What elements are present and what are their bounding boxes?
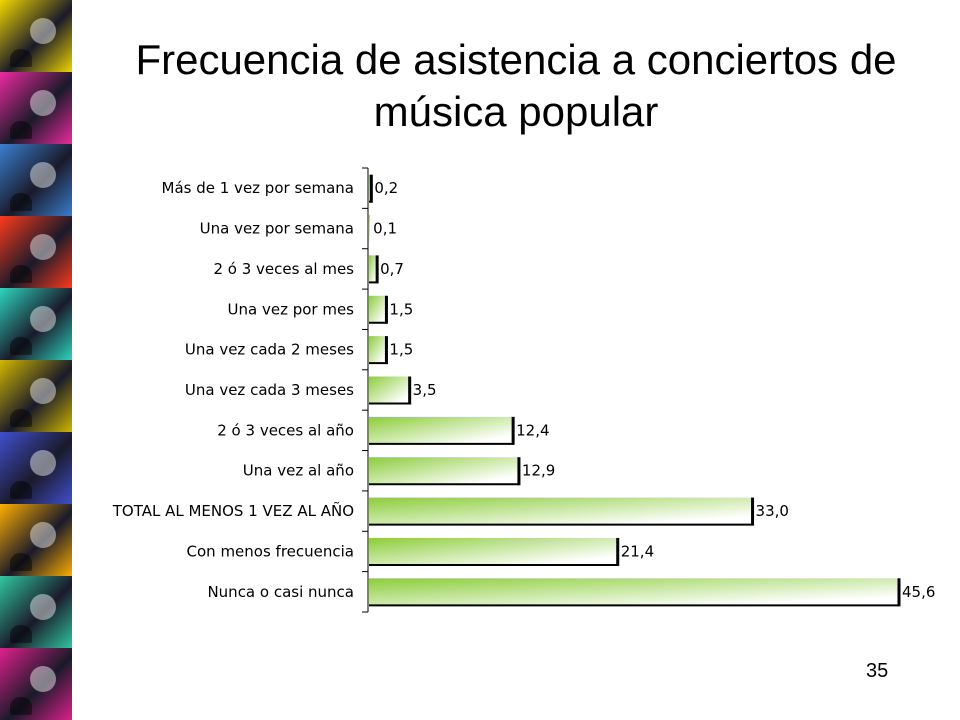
- bar: [369, 295, 387, 323]
- photo-tile: [0, 504, 72, 577]
- data-label: 12,9: [522, 462, 555, 480]
- data-label: 12,4: [516, 421, 549, 439]
- category-label: 2 ó 3 veces al mes: [213, 260, 354, 278]
- data-label: 1,5: [389, 300, 413, 318]
- category-label: Con menos frecuencia: [187, 542, 354, 560]
- category-label: TOTAL AL MENOS 1 VEZ AL AÑO: [112, 501, 354, 520]
- bar: [369, 416, 514, 444]
- photo-tile: [0, 0, 72, 73]
- bar: [369, 255, 378, 283]
- bar: [369, 336, 387, 364]
- photo-tile: [0, 72, 72, 145]
- category-label: Una vez al año: [243, 462, 354, 480]
- photo-tile: [0, 648, 72, 720]
- data-label: 0,7: [380, 260, 404, 278]
- photo-tile: [0, 432, 72, 505]
- photo-tile: [0, 144, 72, 217]
- bar: [369, 578, 899, 606]
- bar: [369, 537, 618, 565]
- data-label: 3,5: [413, 381, 437, 399]
- data-label: 0,1: [373, 220, 397, 238]
- bar: [369, 376, 410, 404]
- photo-tile: [0, 288, 72, 361]
- category-label: Una vez cada 2 meses: [185, 341, 354, 359]
- data-label: 33,0: [756, 502, 789, 520]
- data-label: 1,5: [389, 341, 413, 359]
- category-label: Una vez por semana: [200, 220, 354, 238]
- data-label: 45,6: [902, 583, 935, 601]
- category-label: Una vez cada 3 meses: [185, 381, 354, 399]
- slide-title: Frecuencia de asistencia a conciertos de…: [135, 36, 897, 135]
- photo-tile: [0, 360, 72, 433]
- category-label: Más de 1 vez por semana: [162, 179, 354, 197]
- page-number: 35: [866, 660, 889, 682]
- bar: [369, 497, 753, 525]
- bar: [369, 215, 371, 243]
- photo-tile: [0, 576, 72, 649]
- decorative-photo-strip: [0, 0, 72, 720]
- photo-tile: [0, 216, 72, 289]
- category-label: Una vez por mes: [228, 300, 355, 318]
- data-label: 21,4: [621, 542, 654, 560]
- category-label: 2 ó 3 veces al año: [217, 421, 354, 439]
- data-label: 0,2: [374, 179, 398, 197]
- category-label: Nunca o casi nunca: [207, 583, 354, 601]
- bar: [369, 457, 519, 485]
